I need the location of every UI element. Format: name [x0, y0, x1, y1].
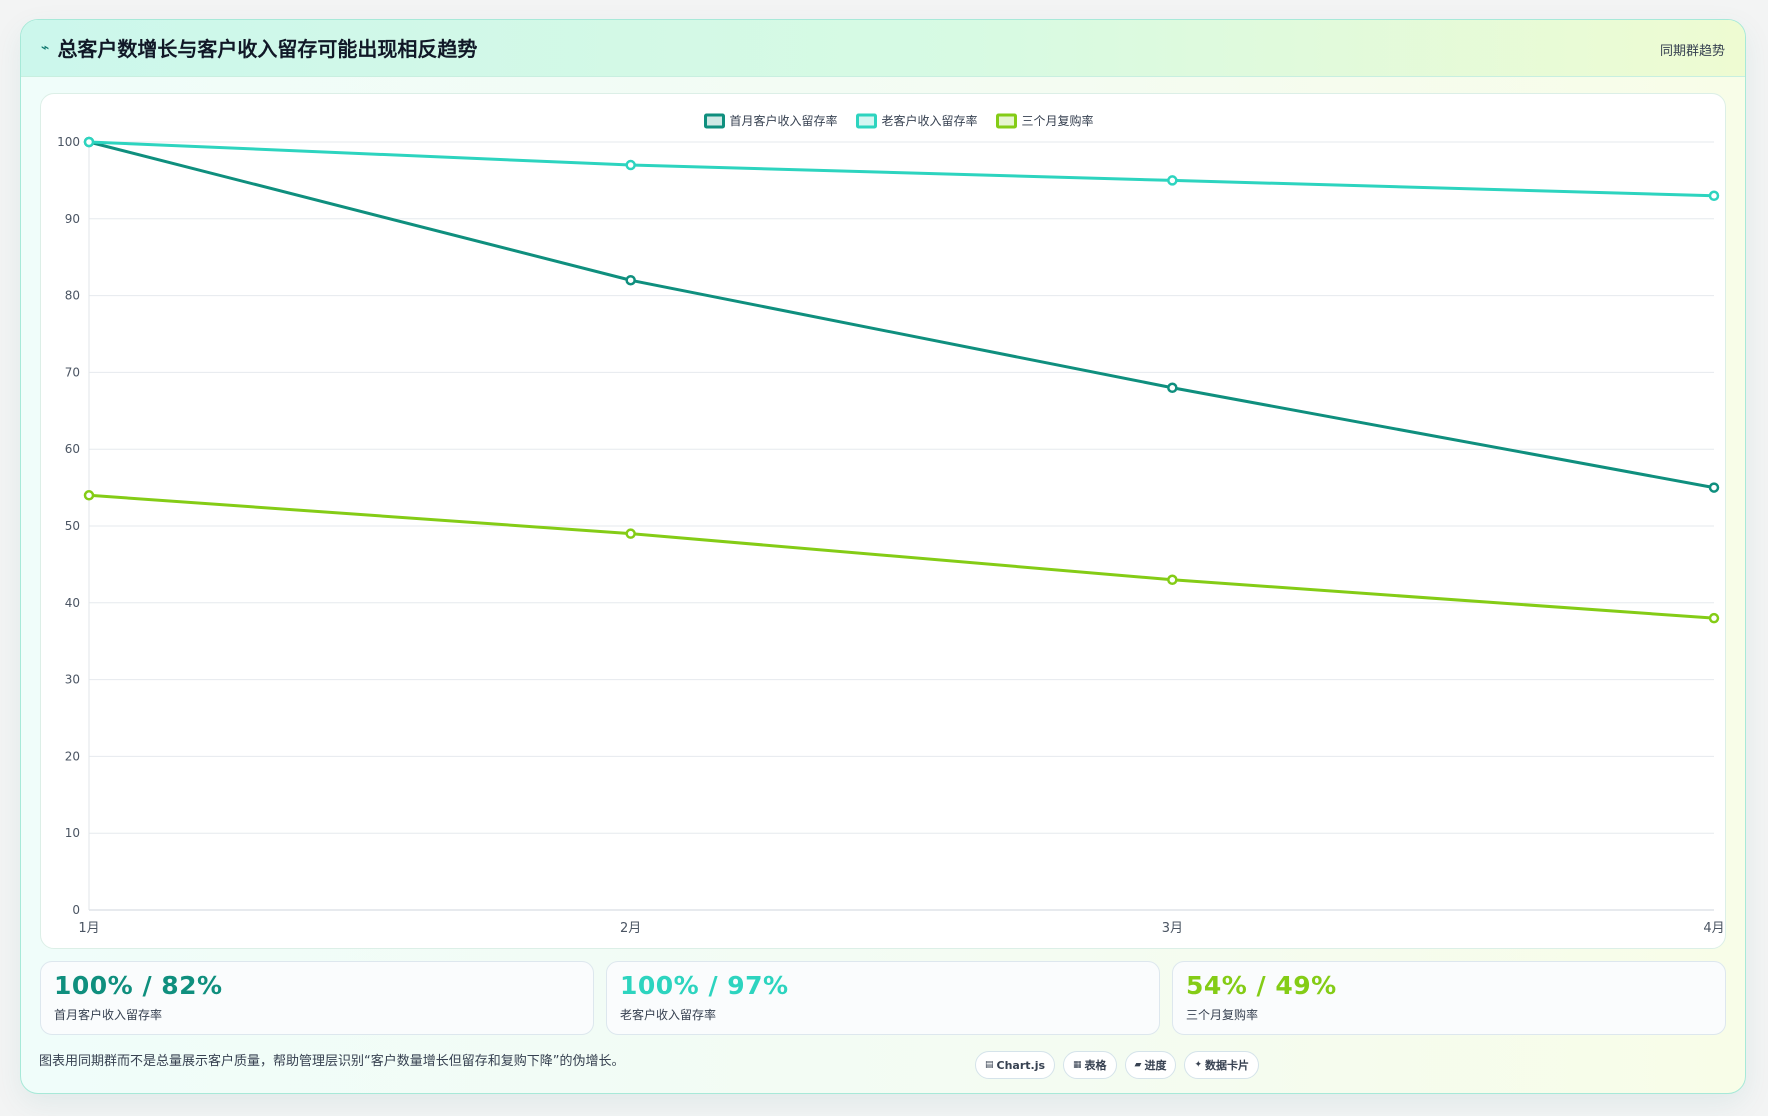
y-tick-label: 50 — [65, 519, 80, 533]
data-point — [1708, 190, 1720, 202]
y-tick-label: 0 — [72, 903, 80, 917]
data-point — [83, 490, 95, 501]
legend-label: 三个月复购率 — [1022, 113, 1094, 128]
chip-label: Chart.js — [996, 1058, 1046, 1072]
chip-label: 进度 — [1144, 1059, 1167, 1072]
legend-swatch — [704, 113, 725, 129]
stats-row: 100% / 82% 首月客户收入留存率 100% / 97% 老客户收入留存率… — [40, 961, 1726, 1035]
chip-progress[interactable]: ▰ 进度 — [1124, 1051, 1177, 1079]
stat-label: 三个月复购率 — [1186, 1008, 1259, 1022]
bolt-icon: ⌁ — [41, 39, 50, 56]
stat-card-repurchase: 54% / 49% 三个月复购率 — [1172, 961, 1726, 1035]
data-point — [1708, 612, 1720, 624]
sparkle-icon: ✦ — [1194, 1060, 1203, 1070]
y-tick-label: 30 — [65, 673, 80, 687]
chip-chartjs[interactable]: ▤ Chart.js — [975, 1051, 1056, 1079]
stat-card-old-customer: 100% / 97% 老客户收入留存率 — [606, 961, 1160, 1035]
legend-label: 老客户收入留存率 — [882, 113, 978, 128]
legend-swatch — [996, 113, 1017, 129]
x-tick-label: 1月 — [78, 921, 99, 936]
stat-label: 老客户收入留存率 — [620, 1008, 717, 1022]
chip-label: 表格 — [1084, 1059, 1107, 1072]
card-title: ⌁ 总客户数增长与客户收入留存可能出现相反趋势 — [41, 33, 477, 62]
footer-note: 图表用同期群而不是总量展示客户质量，帮助管理层识别“客户数量增长但留存和复购下降… — [39, 1054, 625, 1069]
data-point — [1708, 482, 1720, 493]
header-tag: 同期群趋势 — [1659, 44, 1725, 59]
stat-card-first-month: 100% / 82% 首月客户收入留存率 — [40, 961, 594, 1035]
series-line-2 — [88, 140, 1715, 198]
stat-label: 首月客户收入留存率 — [54, 1008, 163, 1022]
y-tick-label: 10 — [65, 826, 80, 840]
line-chart: 0 10 20 30 40 50 60 70 80 90 100 1月 2月 3月 4月 首月客户收入留存率 老… — [57, 113, 1725, 936]
y-tick-label: 70 — [65, 365, 80, 379]
y-tick-label: 90 — [65, 212, 80, 226]
chip-table[interactable]: ▦ 表格 — [1063, 1051, 1117, 1079]
legend-swatch — [856, 113, 877, 129]
card-header: ⌁ 总客户数增长与客户收入留存可能出现相反趋势 同期群趋势 — [21, 20, 1745, 77]
chip-label: 数据卡片 — [1205, 1059, 1250, 1072]
chip-data-cards[interactable]: ✦ 数据卡片 — [1184, 1051, 1260, 1079]
y-tick-label: 100 — [57, 135, 80, 149]
stat-value: 54% / 49% — [1186, 971, 1337, 1000]
progress-icon: ▰ — [1134, 1060, 1142, 1070]
data-point — [1167, 175, 1178, 186]
y-tick-label: 20 — [65, 749, 80, 763]
x-tick-label: 4月 — [1703, 921, 1724, 936]
x-tick-label: 2月 — [620, 921, 641, 936]
table-icon: ▦ — [1073, 1060, 1082, 1070]
stat-value: 100% / 82% — [54, 971, 223, 1000]
dashboard-card: ⌁ 总客户数增长与客户收入留存可能出现相反趋势 同期群趋势 0 10 20 30 40 5… — [20, 19, 1746, 1094]
data-point — [83, 136, 95, 148]
stat-value: 100% / 97% — [620, 971, 789, 1000]
chart-icon: ▤ — [985, 1060, 994, 1070]
legend-label: 首月客户收入留存率 — [730, 113, 838, 128]
data-point — [625, 528, 636, 539]
feature-chips: ▤ Chart.js ▦ 表格 ▰ 进度 ✦ 数据卡片 — [975, 1051, 1260, 1079]
page-title: 总客户数增长与客户收入留存可能出现相反趋势 — [57, 37, 478, 61]
x-tick-label: 3月 — [1162, 921, 1183, 936]
data-point — [625, 159, 636, 171]
data-point — [1167, 574, 1178, 586]
y-tick-label: 80 — [65, 289, 80, 303]
series-line-1 — [88, 140, 1715, 490]
y-tick-label: 60 — [65, 442, 80, 456]
series-line-3 — [88, 493, 1715, 620]
data-point — [1167, 382, 1178, 394]
chart-container: 0 10 20 30 40 50 60 70 80 90 100 1月 2月 3月 4月 首月客户收入留存率 老… — [40, 93, 1726, 949]
y-tick-label: 40 — [65, 596, 80, 610]
data-point — [625, 274, 636, 286]
